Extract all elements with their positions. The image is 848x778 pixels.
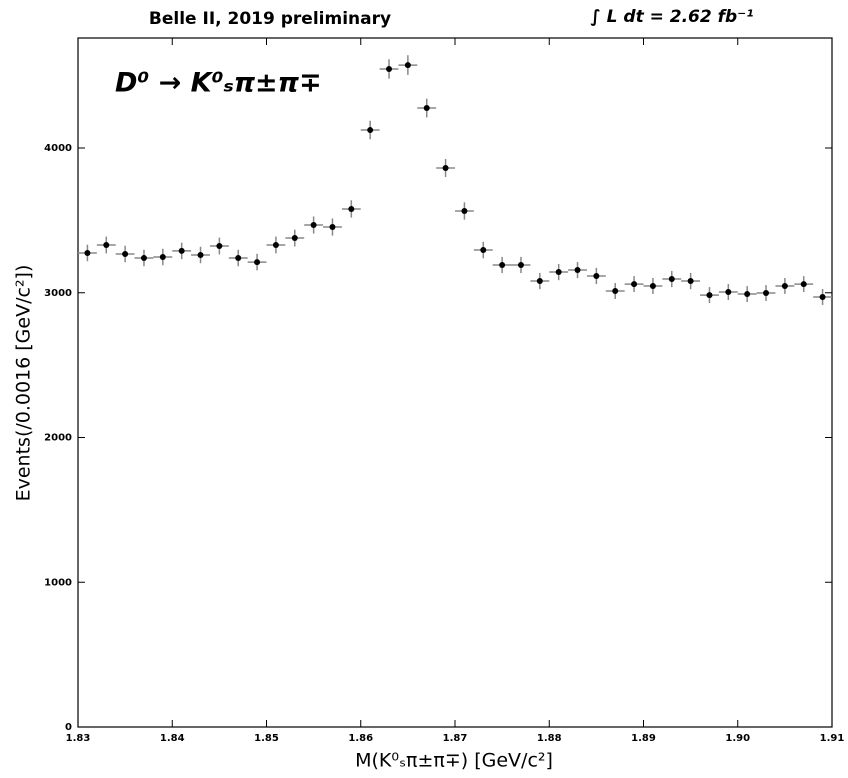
data-point	[122, 250, 129, 257]
luminosity: ∫ L dt = 2.62 fb⁻¹	[590, 7, 753, 27]
data-point	[367, 127, 374, 134]
data-point	[725, 289, 732, 296]
data-point	[197, 251, 204, 258]
data-point	[159, 254, 166, 261]
data-point	[140, 255, 147, 262]
x-tick-label: 1.87	[443, 733, 468, 744]
y-tick-label: 4000	[44, 143, 72, 154]
x-tick-label: 1.88	[537, 733, 562, 744]
y-tick-label: 1000	[44, 577, 72, 588]
data-point	[781, 282, 788, 289]
data-point	[800, 281, 807, 288]
x-tick-label: 1.85	[254, 733, 279, 744]
data-point	[178, 247, 185, 254]
data-point	[536, 278, 543, 285]
data-point	[348, 205, 355, 212]
x-tick-label: 1.89	[631, 733, 656, 744]
y-axis-label: Events(/0.0016 [GeV/c²])	[13, 265, 35, 502]
data-point	[461, 207, 468, 214]
data-point	[310, 222, 317, 229]
data-point	[593, 272, 600, 279]
y-tick-label: 3000	[44, 288, 72, 299]
data-point	[517, 261, 524, 268]
decay-annotation: D⁰ → K⁰ₛπ±π∓	[115, 68, 322, 99]
data-point	[631, 281, 638, 288]
data-point	[819, 293, 826, 300]
data-point	[555, 269, 562, 276]
data-point	[386, 65, 393, 72]
x-axis-label: M(K⁰ₛπ±π∓) [GeV/c²]	[355, 750, 553, 772]
x-tick-label: 1.90	[725, 733, 750, 744]
data-point	[744, 291, 751, 298]
data-point	[216, 243, 223, 250]
data-point	[612, 288, 619, 295]
data-point	[499, 261, 506, 268]
data-point	[404, 62, 411, 69]
data-point	[235, 255, 242, 262]
data-point	[649, 282, 656, 289]
chart-title: Belle II, 2019 preliminary	[149, 9, 391, 29]
data-point	[668, 276, 675, 283]
x-tick-label: 1.84	[160, 733, 185, 744]
data-point	[480, 247, 487, 254]
data-point	[103, 241, 110, 248]
x-tick-label: 1.91	[820, 733, 845, 744]
data-point	[687, 278, 694, 285]
y-tick-label: 2000	[44, 433, 72, 444]
data-point	[272, 241, 279, 248]
data-point	[706, 292, 713, 299]
y-tick-label: 0	[65, 722, 72, 733]
plot-frame	[77, 37, 833, 728]
x-tick-label: 1.86	[348, 733, 373, 744]
data-point	[574, 267, 581, 274]
data-point	[291, 235, 298, 242]
data-point	[763, 290, 770, 297]
data-point	[329, 224, 336, 231]
data-point	[423, 105, 430, 112]
x-tick-label: 1.83	[66, 733, 91, 744]
data-point	[442, 164, 449, 171]
data-point	[84, 249, 91, 256]
data-point	[254, 259, 261, 266]
